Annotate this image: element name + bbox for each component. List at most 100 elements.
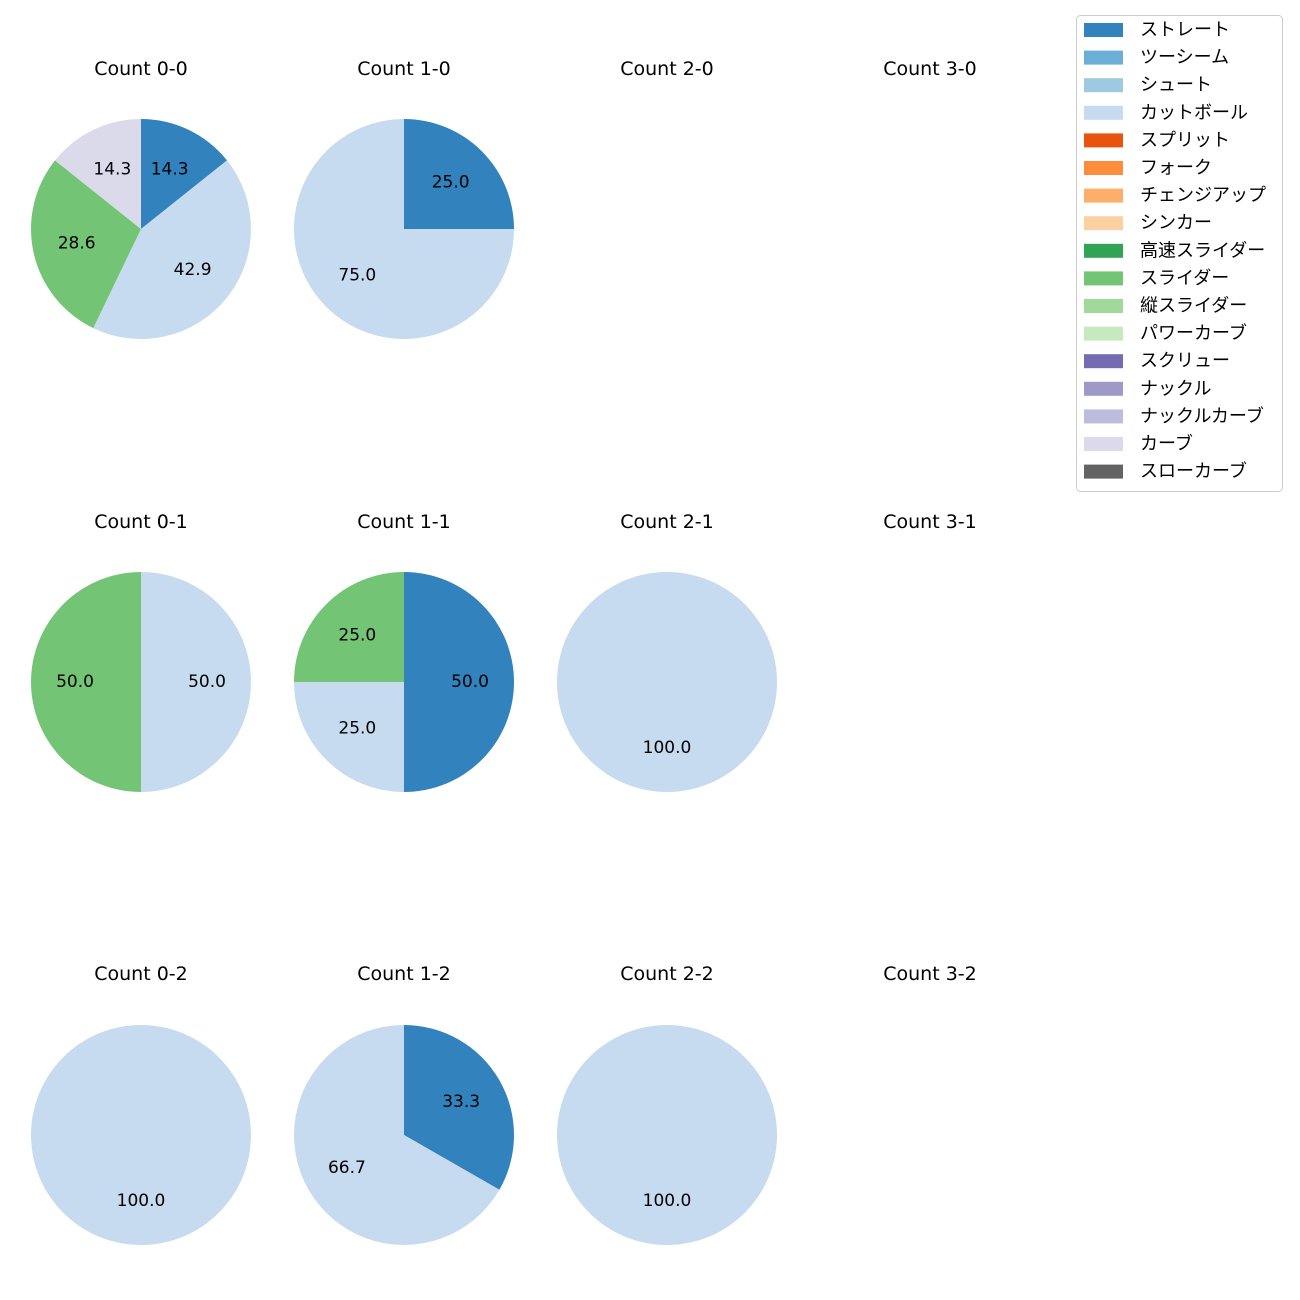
legend-label: ツーシーム (1140, 47, 1229, 68)
panel-title: Count 0-2 (94, 963, 188, 985)
pie-slice (93, 160, 251, 340)
pie-panels: Count 0-0 14.3 42.9 28.6 14.3 Count 1-0 25.0 75… (31, 58, 977, 1245)
panel-title: Count 0-0 (94, 58, 188, 80)
pie-slice (141, 119, 227, 229)
legend-swatch (1084, 381, 1123, 396)
legend-label: ナックルカーブ (1140, 405, 1264, 427)
legend-label: ナックル (1140, 378, 1211, 399)
pie-panel: Count 0-1 50.0 50.0 (31, 511, 251, 792)
pie-slice (404, 1025, 515, 1190)
pie-panel: Count 1-0 25.0 75.0 (294, 58, 514, 339)
pie-slice (294, 119, 514, 339)
slice-percent-label: 50.0 (56, 672, 94, 692)
legend-entry: スプリット (1084, 130, 1230, 151)
pie-slice (55, 119, 141, 229)
pie-slice (294, 572, 404, 682)
pie-panel: Count 1-1 50.0 25.0 25.0 (294, 511, 514, 792)
slice-percent-label: 50.0 (451, 672, 489, 692)
legend-label: シンカー (1140, 213, 1212, 234)
slice-percent-label: 66.7 (328, 1158, 366, 1178)
legend-swatch (1084, 105, 1123, 120)
legend-swatch (1084, 50, 1123, 65)
panel-title: Count 1-1 (357, 511, 451, 533)
legend-entry: ナックル (1084, 378, 1211, 399)
legend-entry: スクリュー (1084, 351, 1230, 372)
panel-title: Count 2-2 (620, 963, 714, 985)
slice-percent-label: 33.3 (442, 1092, 480, 1112)
legend-swatch (1084, 243, 1123, 258)
slice-percent-label: 100.0 (117, 1191, 166, 1211)
legend-swatch (1084, 216, 1123, 231)
slice-percent-label: 25.0 (432, 172, 470, 192)
legend-entry: ツーシーム (1084, 47, 1229, 68)
legend-label: チェンジアップ (1140, 185, 1266, 206)
pie-slice (294, 1025, 500, 1245)
pie-slice (31, 1025, 251, 1245)
legend-swatch (1084, 161, 1123, 175)
slice-percent-label: 14.3 (151, 160, 189, 180)
legend-entry: シンカー (1084, 213, 1212, 234)
slice-percent-label: 42.9 (174, 260, 212, 280)
legend-entry: 縦スライダー (1084, 296, 1247, 317)
legend-entry: 高速スライダー (1084, 240, 1265, 261)
legend-label: 高速スライダー (1140, 240, 1265, 261)
slice-percent-label: 100.0 (643, 738, 692, 758)
legend-entry: スライダー (1084, 268, 1229, 289)
legend-label: パワーカーブ (1140, 322, 1247, 344)
panel-title: Count 1-0 (357, 58, 451, 80)
panel-title: Count 1-2 (357, 963, 451, 985)
legend-entry: カーブ (1084, 433, 1193, 455)
panel-title: Count 3-2 (883, 963, 977, 985)
legend-entry: パワーカーブ (1084, 322, 1247, 344)
pie-slice (557, 1025, 777, 1245)
panel-title: Count 3-1 (883, 511, 977, 533)
pie-slice (294, 682, 404, 792)
legend-label: スローカーブ (1140, 460, 1247, 482)
legend-swatch (1084, 354, 1123, 369)
pie-panel: Count 2-1 100.0 (557, 511, 777, 792)
legend-swatch (1084, 299, 1123, 313)
pie-panel: Count 2-0 (620, 58, 714, 80)
legend-label: スライダー (1140, 268, 1229, 289)
legend-entry: ナックルカーブ (1084, 405, 1264, 427)
pie-slice (31, 572, 141, 792)
panel-title: Count 2-1 (620, 511, 714, 533)
slice-percent-label: 25.0 (338, 719, 376, 739)
pie-panel: Count 0-0 14.3 42.9 28.6 14.3 (31, 58, 251, 340)
legend-entry: チェンジアップ (1084, 185, 1266, 206)
slice-percent-label: 50.0 (188, 672, 226, 692)
legend-label: カットボール (1140, 102, 1248, 123)
pie-slice (141, 572, 251, 792)
legend: ストレートツーシームシュートカットボールスプリットフォークチェンジアップシンカー… (1076, 15, 1283, 492)
legend-label: カーブ (1140, 433, 1193, 455)
legend-swatch (1084, 464, 1123, 479)
slice-percent-label: 14.3 (93, 160, 131, 180)
pie-slice (557, 572, 777, 792)
legend-entry: カットボール (1084, 102, 1248, 123)
legend-label: 縦スライダー (1140, 296, 1247, 317)
pie-panel: Count 3-2 (883, 963, 977, 985)
legend-frame (1076, 15, 1283, 492)
panel-title: Count 2-0 (620, 58, 714, 80)
pie-panel: Count 3-0 (883, 58, 977, 80)
panel-title: Count 3-0 (883, 58, 977, 80)
legend-swatch (1084, 133, 1123, 148)
legend-swatch (1084, 437, 1123, 451)
legend-swatch (1084, 78, 1123, 93)
pie-slice (31, 160, 142, 329)
legend-swatch (1084, 271, 1123, 286)
slice-percent-label: 25.0 (338, 625, 376, 645)
legend-swatch (1084, 326, 1123, 341)
slice-percent-label: 28.6 (58, 234, 96, 254)
legend-entry: シュート (1084, 75, 1212, 96)
panel-title: Count 0-1 (94, 511, 188, 533)
pie-panel: Count 1-2 33.3 66.7 (294, 963, 515, 1245)
legend-swatch (1084, 409, 1123, 424)
pie-slice (404, 572, 514, 792)
pie-panel: Count 2-2 100.0 (557, 963, 777, 1245)
pie-slice (404, 119, 514, 229)
slice-percent-label: 100.0 (643, 1191, 692, 1211)
pie-panel: Count 3-1 (883, 511, 977, 533)
slice-percent-label: 75.0 (338, 266, 376, 286)
legend-entry: フォーク (1084, 158, 1212, 179)
